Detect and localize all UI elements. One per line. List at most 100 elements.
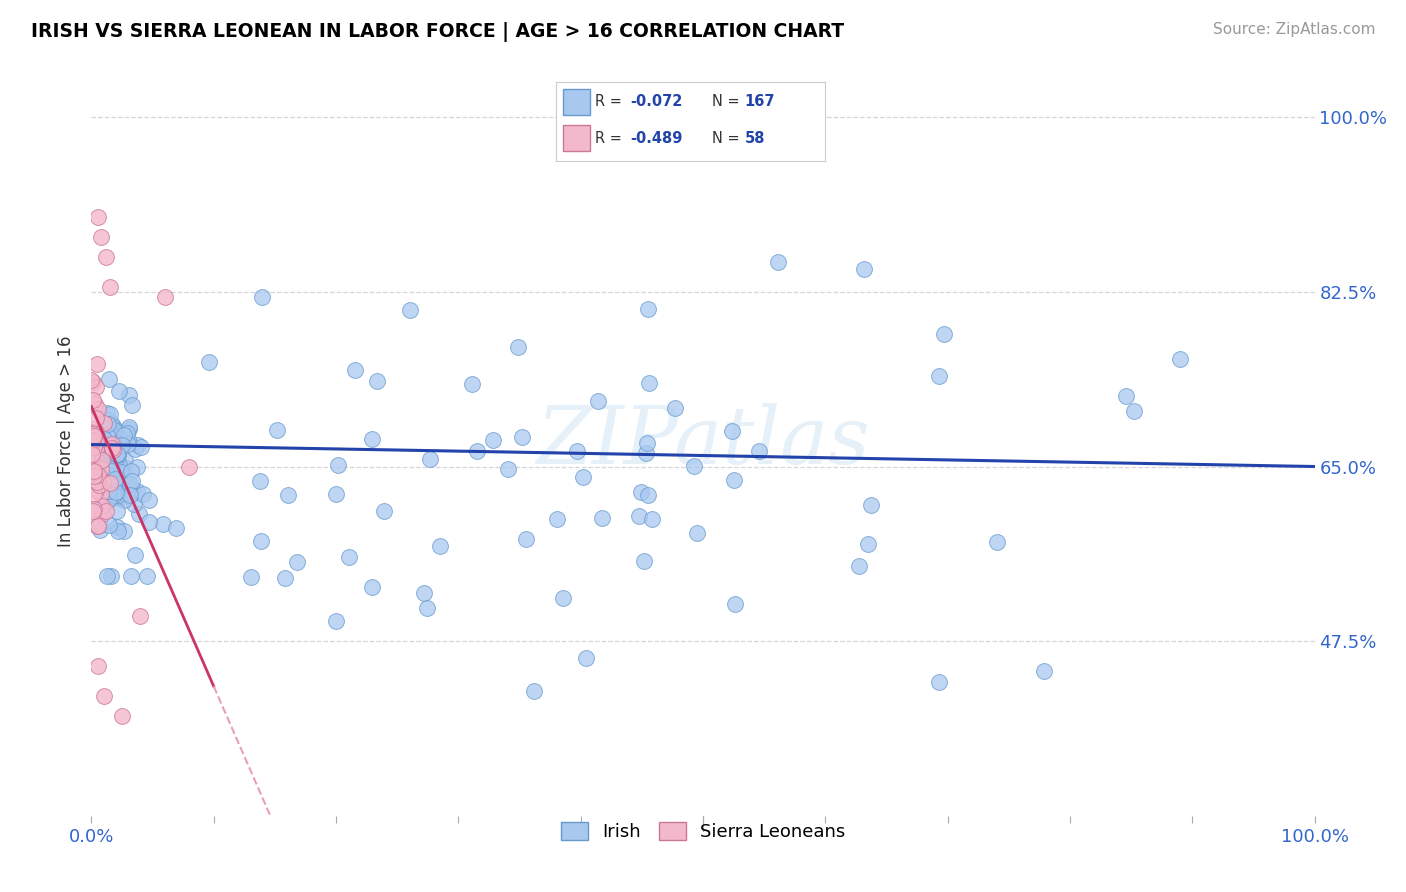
Point xyxy=(82,433,104,447)
Point xyxy=(84,435,107,450)
Point xyxy=(465,444,488,458)
Point xyxy=(928,675,950,690)
Point xyxy=(250,533,273,548)
Point xyxy=(103,420,125,434)
Text: ZIPatlas: ZIPatlas xyxy=(536,403,870,480)
Point xyxy=(118,419,141,434)
Point xyxy=(89,439,111,453)
Point xyxy=(117,436,139,450)
Point xyxy=(512,430,534,444)
Point xyxy=(89,461,111,475)
Point xyxy=(82,449,104,463)
Point xyxy=(98,407,121,421)
Point xyxy=(366,374,388,388)
Point xyxy=(112,460,135,475)
Point xyxy=(86,210,108,224)
Point xyxy=(98,476,121,491)
Point xyxy=(129,609,152,624)
Point xyxy=(100,445,122,459)
Point xyxy=(1033,665,1056,679)
Point xyxy=(87,518,110,533)
Point xyxy=(419,452,441,467)
Point xyxy=(118,488,141,502)
Point xyxy=(104,475,127,489)
Point xyxy=(100,417,122,431)
Point xyxy=(117,432,139,446)
Point xyxy=(325,487,347,501)
Point xyxy=(101,437,124,451)
Point xyxy=(747,443,769,458)
Point xyxy=(112,524,135,538)
Point xyxy=(636,435,658,450)
Point xyxy=(637,301,659,316)
Point xyxy=(724,597,747,611)
Point xyxy=(91,475,114,489)
Point xyxy=(93,460,115,475)
Point xyxy=(90,456,112,470)
Point xyxy=(107,447,129,461)
Point xyxy=(664,401,686,415)
Point xyxy=(100,450,122,465)
Point xyxy=(82,447,104,461)
Point xyxy=(360,580,382,594)
Point xyxy=(108,491,131,505)
Point xyxy=(429,539,451,553)
Point xyxy=(101,488,124,502)
Point xyxy=(104,472,127,486)
Point xyxy=(112,428,135,442)
Point xyxy=(546,512,568,526)
Point xyxy=(723,473,745,487)
Point xyxy=(360,432,382,446)
Point xyxy=(124,548,146,562)
Point xyxy=(90,229,112,244)
Point xyxy=(124,442,146,457)
Point xyxy=(80,373,103,387)
Point xyxy=(112,492,135,507)
Point xyxy=(100,569,122,583)
Point xyxy=(634,446,657,460)
Point xyxy=(853,261,876,276)
Point xyxy=(84,380,107,394)
Point xyxy=(90,467,112,481)
Point xyxy=(96,495,118,509)
Point xyxy=(83,465,105,479)
Point xyxy=(96,413,118,427)
Point xyxy=(108,384,131,398)
Point xyxy=(111,479,134,493)
Point xyxy=(82,375,104,389)
Point xyxy=(111,709,134,723)
Point xyxy=(96,569,118,583)
Point xyxy=(93,416,115,430)
Point xyxy=(153,290,176,304)
Point xyxy=(86,659,108,673)
Point xyxy=(572,470,595,484)
Point xyxy=(860,499,883,513)
Point xyxy=(523,684,546,698)
Point xyxy=(104,454,127,468)
Point xyxy=(165,521,187,535)
Point xyxy=(118,423,141,437)
Point xyxy=(91,507,114,521)
Point xyxy=(506,341,529,355)
Point xyxy=(373,504,395,518)
Point xyxy=(82,393,104,408)
Point xyxy=(86,475,108,489)
Point xyxy=(82,422,104,436)
Point xyxy=(101,419,124,434)
Point xyxy=(515,532,537,546)
Point xyxy=(398,302,420,317)
Point xyxy=(93,690,115,704)
Point xyxy=(97,372,120,386)
Point xyxy=(111,436,134,450)
Point xyxy=(630,484,652,499)
Point xyxy=(84,410,107,425)
Point xyxy=(90,452,112,467)
Point xyxy=(179,459,201,474)
Point xyxy=(90,500,112,514)
Point xyxy=(83,429,105,443)
Point xyxy=(93,440,115,454)
Point xyxy=(83,487,105,501)
Point xyxy=(89,499,111,513)
Point xyxy=(98,462,121,476)
Point xyxy=(138,515,160,529)
